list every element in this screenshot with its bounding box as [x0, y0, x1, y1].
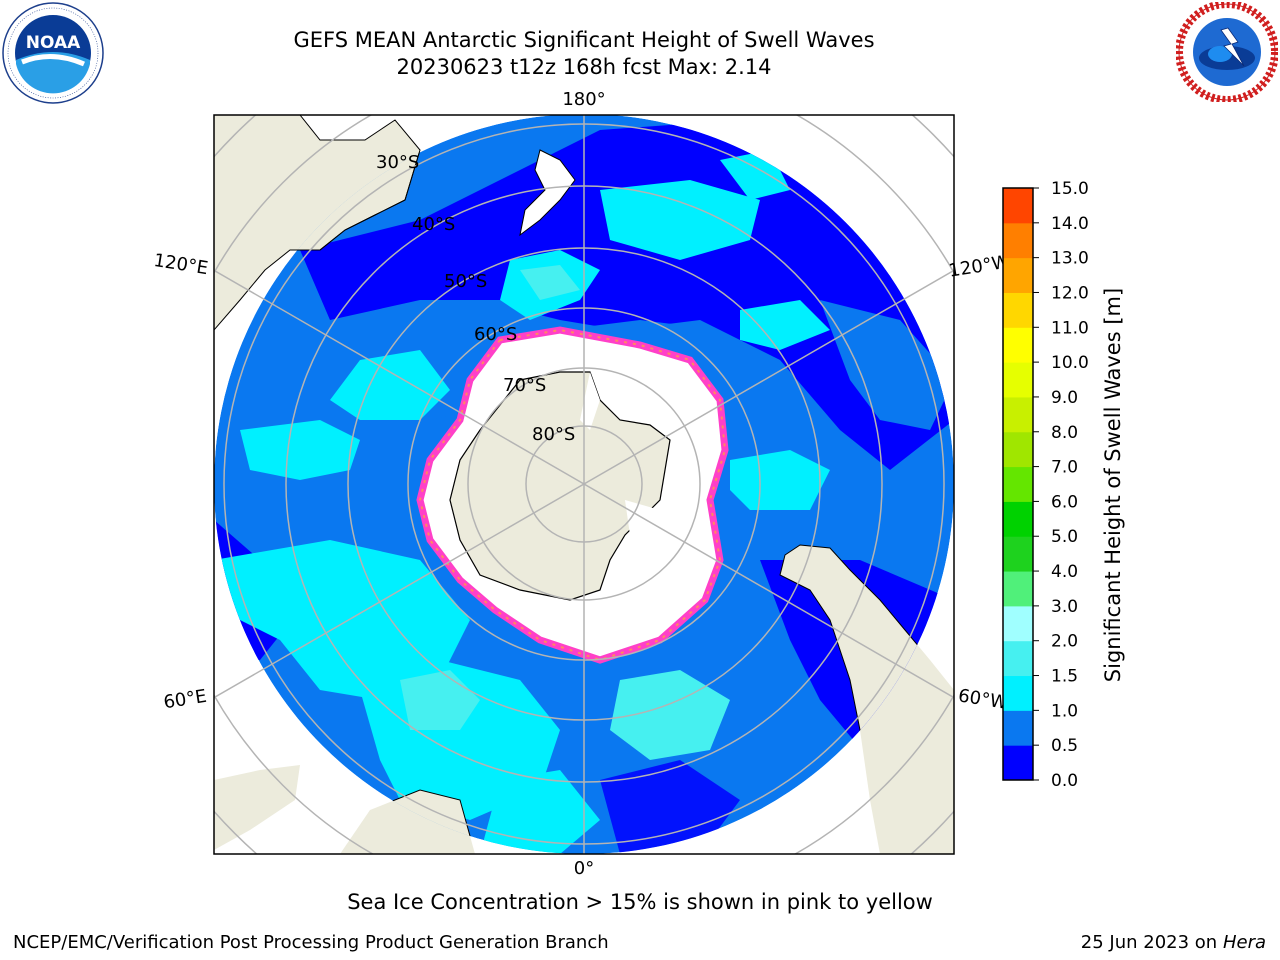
colorbar-label: Significant Height of Swell Waves [m]: [1101, 287, 1125, 683]
antarctica: [449, 371, 671, 601]
colorbar-segment: [1003, 188, 1033, 224]
colorbar-tick-label: 3.0: [1051, 597, 1078, 617]
parallel-label-80s: 80°S: [532, 424, 575, 445]
chart-title: GEFS MEAN Antarctic Significant Height o…: [293, 28, 875, 52]
meridian-label-180: 180°: [562, 89, 605, 110]
colorbar-tick-label: 1.0: [1051, 701, 1078, 721]
colorbar-segment: [1003, 222, 1033, 259]
colorbar-segment: [1003, 292, 1033, 328]
colorbar-tick-label: 6.0: [1051, 492, 1078, 512]
colorbar-segment: [1003, 640, 1033, 677]
colorbar-segment: [1003, 710, 1033, 746]
colorbar-segment: [1003, 257, 1033, 293]
chart-subtitle: 20230623 t12z 168h fcst Max: 2.14: [396, 55, 772, 79]
colorbar-tick-label: 11.0: [1051, 318, 1089, 338]
footer-credit: NCEP/EMC/Verification Post Processing Pr…: [13, 932, 609, 953]
footer-timestamp: 25 Jun 2023 on Hera: [1081, 932, 1266, 953]
colorbar-tick-label: 12.0: [1051, 283, 1089, 303]
colorbar-tick-label: 2.0: [1051, 632, 1078, 652]
colorbar-segment: [1003, 745, 1033, 781]
colorbar-frame: [1002, 187, 1034, 781]
footer-date: 25 Jun 2023 on: [1080, 932, 1218, 953]
colorbar-tick-label: 10.0: [1051, 353, 1089, 373]
colorbar-segment: [1003, 396, 1033, 433]
colorbar-segment: [1003, 675, 1033, 711]
colorbar-tick-label: 13.0: [1051, 249, 1089, 269]
parallel-label-60s: 60°S: [474, 324, 517, 345]
meridian-label-60e: 60°E: [162, 686, 208, 714]
meridian-label-120e: 120°E: [152, 250, 209, 279]
nws-logo: [1176, 2, 1278, 102]
colorbar-tick-label: 9.0: [1051, 388, 1078, 408]
colorbar-tick-label: 0.0: [1051, 771, 1078, 791]
colorbar-segment: [1003, 431, 1033, 468]
parallel-label-40s: 40°S: [412, 214, 455, 235]
parallel-label-30s: 30°S: [376, 152, 419, 173]
meridian-label-120w: 120°W: [947, 251, 1011, 281]
parallel-label-70s: 70°S: [503, 375, 546, 396]
colorbar: 0.0 0.5 1.0 1.5 2.0 3.0 4.0 5.0 6.0 7.0 8.0 9.0 10.0…: [1002, 179, 1089, 791]
colorbar-segment: [1003, 536, 1033, 572]
colorbar-segment: [1003, 327, 1033, 363]
meridian-label-60w: 60°W: [957, 685, 1010, 714]
colorbar-tick-label: 5.0: [1051, 527, 1078, 547]
caption: Sea Ice Concentration > 15% is shown in …: [347, 890, 933, 914]
noaa-logo: NOAA: [2, 2, 104, 104]
colorbar-segment: [1003, 362, 1033, 398]
colorbar-tick-label: 0.5: [1051, 736, 1078, 756]
footer-host: Hera: [1222, 932, 1266, 953]
meridian-label-0: 0°: [574, 858, 594, 879]
colorbar-tick-label: 14.0: [1051, 214, 1089, 234]
colorbar-segment: [1003, 605, 1033, 642]
colorbar-tick-label: 4.0: [1051, 562, 1078, 582]
parallel-label-50s: 50°S: [444, 271, 487, 292]
colorbar-segment: [1003, 466, 1033, 502]
colorbar-tick-label: 1.5: [1051, 667, 1078, 687]
svg-text:NOAA: NOAA: [26, 33, 81, 53]
colorbar-tick-label: 8.0: [1051, 423, 1078, 443]
colorbar-tick-label: 15.0: [1051, 179, 1089, 199]
map-frame: [213, 114, 955, 855]
colorbar-segment: [1003, 501, 1033, 537]
colorbar-tick-label: 7.0: [1051, 458, 1078, 478]
colorbar-segment: [1003, 571, 1033, 607]
